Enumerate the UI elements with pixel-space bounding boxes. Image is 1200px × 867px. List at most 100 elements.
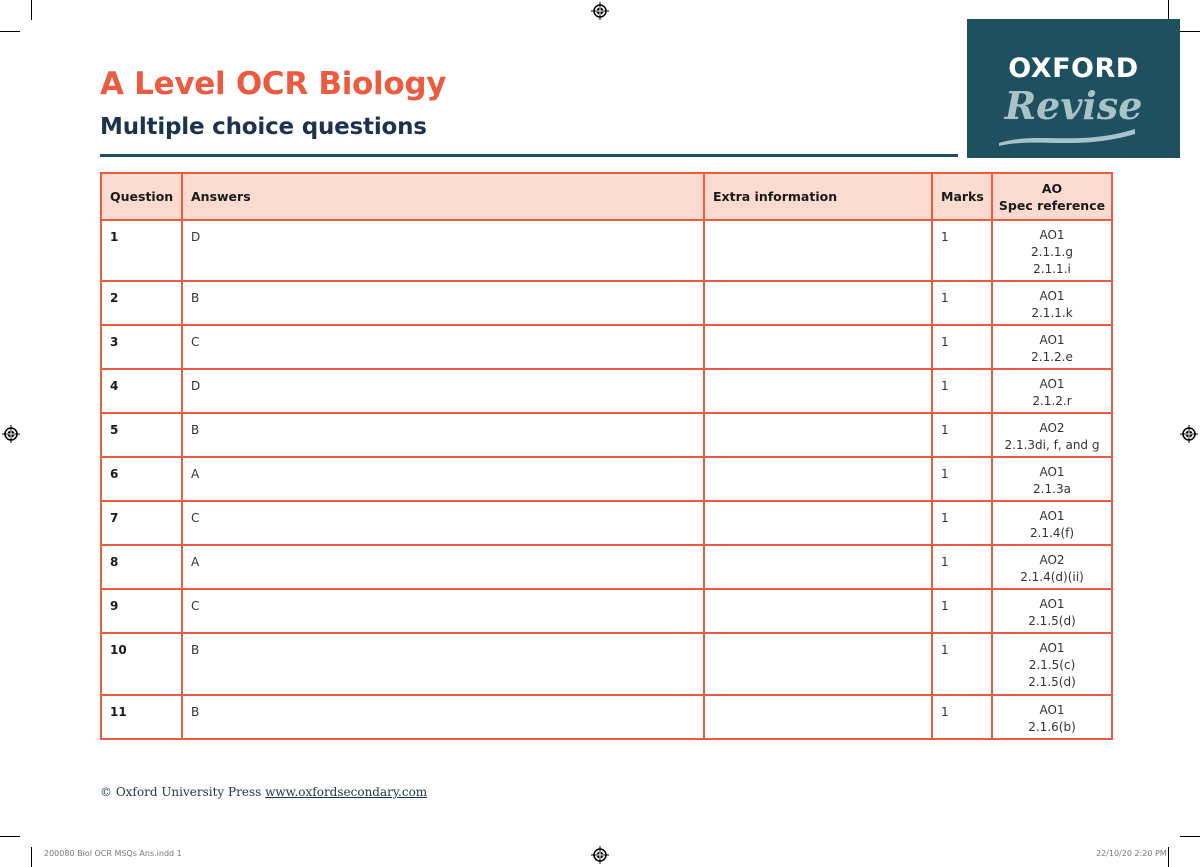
column-header-ao: AO	[1041, 180, 1063, 196]
crop-mark	[31, 0, 32, 20]
spec-reference-cell: AO2 2.1.4(d)(ii)	[991, 544, 1113, 590]
crop-mark	[1168, 847, 1169, 867]
spec-reference: 2.1.4(f)	[1029, 526, 1075, 540]
ao-label: AO2	[1039, 421, 1065, 435]
spec-reference-cell: AO1 2.1.2.r	[991, 368, 1113, 414]
spec-reference-cell: AO1 2.1.1.g 2.1.1.i	[991, 219, 1113, 282]
table-row: 7 C 1 AO1 2.1.4(f)	[100, 500, 1113, 546]
ao-label: AO1	[1039, 597, 1065, 611]
column-header-marks: Marks	[931, 172, 993, 221]
extra-information-cell	[703, 500, 933, 546]
extra-information-cell	[703, 456, 933, 502]
spec-reference: 2.1.1.i	[1033, 262, 1071, 276]
marks-cell: 1	[931, 544, 993, 590]
registration-mark-icon	[591, 2, 609, 20]
extra-information-cell	[703, 632, 933, 696]
answer-cell: B	[181, 412, 705, 458]
question-number: 3	[100, 324, 183, 370]
table-row: 5 B 1 AO2 2.1.3di, f, and g	[100, 412, 1113, 458]
registration-mark-icon	[2, 425, 20, 443]
spec-reference: 2.1.1.k	[1031, 306, 1073, 320]
logo-brand-text: OXFORD	[1008, 53, 1139, 84]
table-row: 6 A 1 AO1 2.1.3a	[100, 456, 1113, 502]
answers-table: Question Answers Extra information Marks…	[100, 172, 1113, 740]
answer-cell: C	[181, 324, 705, 370]
print-slug-timestamp: 22/10/20 2:20 PM	[1096, 849, 1167, 858]
spec-reference-cell: AO1 2.1.4(f)	[991, 500, 1113, 546]
marks-cell: 1	[931, 632, 993, 696]
marks-cell: 1	[931, 324, 993, 370]
answer-cell: D	[181, 219, 705, 282]
answer-cell: B	[181, 694, 705, 740]
logo-script-text: Revise	[1004, 83, 1143, 128]
ao-label: AO1	[1039, 465, 1065, 479]
ao-label: AO2	[1039, 553, 1065, 567]
answer-cell: B	[181, 280, 705, 326]
spec-reference: 2.1.3a	[1033, 482, 1071, 496]
spec-reference: 2.1.5(d)	[1028, 675, 1076, 689]
table-row: 11 B 1 AO1 2.1.6(b)	[100, 694, 1113, 740]
marks-cell: 1	[931, 368, 993, 414]
marks-cell: 1	[931, 500, 993, 546]
spec-reference-cell: AO1 2.1.6(b)	[991, 694, 1113, 740]
table-row: 4 D 1 AO1 2.1.2.r	[100, 368, 1113, 414]
question-number: 6	[100, 456, 183, 502]
marks-cell: 1	[931, 456, 993, 502]
spec-reference-cell: AO1 2.1.3a	[991, 456, 1113, 502]
crop-mark	[1180, 31, 1200, 32]
extra-information-cell	[703, 368, 933, 414]
column-header-extra-information: Extra information	[703, 172, 933, 221]
ao-label: AO1	[1039, 289, 1065, 303]
oxford-revise-logo: OXFORD Revise	[967, 19, 1180, 158]
answer-cell: D	[181, 368, 705, 414]
spec-reference-cell: AO2 2.1.3di, f, and g	[991, 412, 1113, 458]
crop-mark	[0, 836, 20, 837]
marks-cell: 1	[931, 219, 993, 282]
spec-reference: 2.1.2.r	[1032, 394, 1072, 408]
question-number: 8	[100, 544, 183, 590]
extra-information-cell	[703, 280, 933, 326]
answer-cell: B	[181, 632, 705, 696]
website-link[interactable]: www.oxfordsecondary.com	[265, 785, 428, 799]
ao-label: AO1	[1039, 228, 1065, 242]
column-header-ao-spec-reference: AO Spec reference	[991, 172, 1113, 221]
marks-cell: 1	[931, 280, 993, 326]
registration-mark-icon	[591, 846, 609, 864]
print-slug-filename: 200080 Biol OCR MSQs Ans.indd 1	[44, 849, 182, 858]
spec-reference: 2.1.1.g	[1031, 245, 1073, 259]
answer-cell: A	[181, 544, 705, 590]
spec-reference: 2.1.2.e	[1031, 350, 1073, 364]
spec-reference-cell: AO1 2.1.5(c) 2.1.5(d)	[991, 632, 1113, 696]
table-header-row: Question Answers Extra information Marks…	[100, 172, 1113, 221]
answer-cell: C	[181, 588, 705, 634]
table-row: 1 D 1 AO1 2.1.1.g 2.1.1.i	[100, 219, 1113, 282]
spec-reference: 2.1.4(d)(ii)	[1020, 570, 1084, 584]
crop-mark	[31, 847, 32, 867]
marks-cell: 1	[931, 588, 993, 634]
column-header-question: Question	[100, 172, 183, 221]
table-row: 10 B 1 AO1 2.1.5(c) 2.1.5(d)	[100, 632, 1113, 696]
question-number: 9	[100, 588, 183, 634]
spec-reference: 2.1.3di, f, and g	[1004, 438, 1100, 452]
question-number: 5	[100, 412, 183, 458]
crop-mark	[1168, 0, 1169, 20]
extra-information-cell	[703, 544, 933, 590]
registration-mark-icon	[1180, 425, 1198, 443]
table-row: 8 A 1 AO2 2.1.4(d)(ii)	[100, 544, 1113, 590]
question-number: 1	[100, 219, 183, 282]
extra-information-cell	[703, 412, 933, 458]
extra-information-cell	[703, 324, 933, 370]
ao-label: AO1	[1039, 641, 1065, 655]
spec-reference: 2.1.5(c)	[1028, 658, 1076, 672]
table-row: 3 C 1 AO1 2.1.2.e	[100, 324, 1113, 370]
crop-mark	[1180, 836, 1200, 837]
question-number: 11	[100, 694, 183, 740]
title-divider	[100, 154, 958, 157]
question-number: 7	[100, 500, 183, 546]
extra-information-cell	[703, 219, 933, 282]
marks-cell: 1	[931, 412, 993, 458]
page-subtitle: Multiple choice questions	[100, 114, 427, 140]
crop-mark	[0, 31, 20, 32]
table-row: 2 B 1 AO1 2.1.1.k	[100, 280, 1113, 326]
ao-label: AO1	[1039, 703, 1065, 717]
